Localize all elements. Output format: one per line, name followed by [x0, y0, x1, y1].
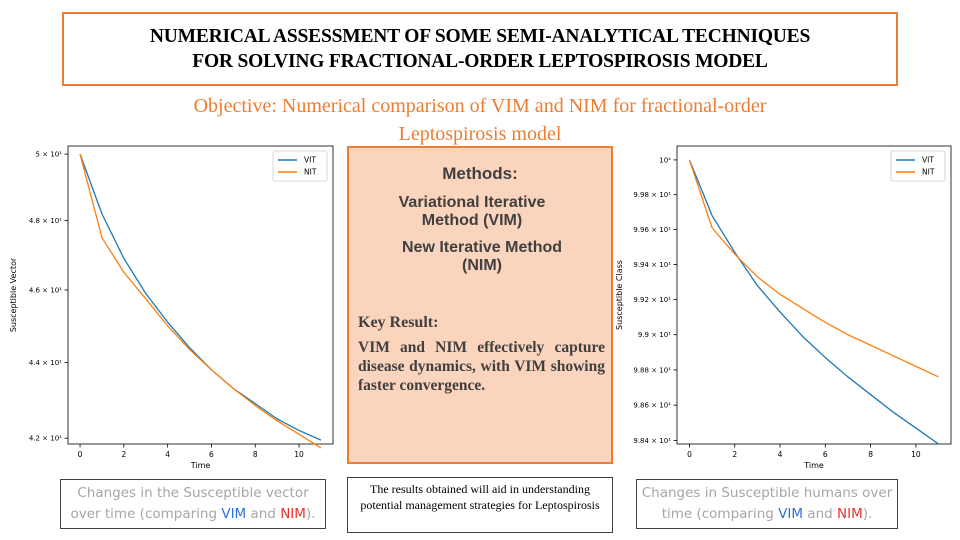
y-tick-label: 9.9 × 10¹: [638, 331, 671, 339]
series-line-nit: [79, 153, 322, 449]
left-caption-suffix: ).: [305, 506, 316, 522]
right-caption-vim: VIM: [778, 506, 804, 522]
objective-line-2: Leptospirosis model: [398, 123, 562, 145]
y-tick-label: 9.84 × 10¹: [633, 437, 671, 445]
right-caption-line-2: time (comparing VIM and NIM).: [637, 504, 897, 525]
legend-label-nit: NIT: [304, 168, 317, 177]
series-line-vit: [79, 153, 322, 441]
y-tick-label: 4.4 × 10¹: [29, 359, 62, 367]
x-tick-label: 2: [121, 450, 126, 459]
result-note: The results obtained will aid in underst…: [360, 482, 600, 512]
methods-heading: Methods:: [442, 164, 518, 183]
y-tick-label: 9.86 × 10¹: [633, 402, 671, 410]
method-vim-line-2: Method (VIM): [421, 212, 523, 229]
x-tick-label: 0: [78, 450, 83, 459]
methods-box: Methods: Variational Iterative Method (V…: [347, 146, 613, 464]
susceptible-vector-chart: 0 2 4 6 8 10 5 × 10¹ 4.8 × 10¹ 4.6 × 10¹ 4.4 × 10…: [9, 145, 334, 470]
x-axis-label: Time: [190, 461, 211, 470]
objective-line-1: Objective: Numerical comparison of VIM a…: [193, 95, 767, 117]
y-tick-label: 4.6 × 10¹: [29, 286, 62, 294]
left-chart-caption: Changes in the Susceptible vector over t…: [60, 479, 326, 529]
method-vim-line-1: Variational Iterative: [398, 194, 546, 211]
y-axis-label: Susceptible Class: [615, 260, 624, 330]
left-caption-nim: NIM: [280, 506, 306, 522]
y-tick-label: 9.88 × 10¹: [633, 366, 671, 374]
left-caption-and: and: [246, 506, 281, 522]
right-caption-suffix: ).: [862, 506, 873, 522]
result-note-box: The results obtained will aid in underst…: [347, 477, 613, 533]
key-result-heading: Key Result:: [358, 314, 439, 331]
key-result-text: VIM and NIM effectively capture disease …: [358, 339, 605, 394]
title-line-2: FOR SOLVING FRACTIONAL-ORDER LEPTOSPIROS…: [192, 51, 768, 72]
right-caption-and: and: [803, 506, 837, 522]
x-tick-label: 6: [823, 450, 828, 459]
y-tick-label: 9.96 × 10¹: [633, 226, 671, 234]
x-tick-label: 10: [294, 450, 304, 459]
y-tick-label: 9.94 × 10¹: [633, 261, 671, 269]
y-tick-label: 10²: [659, 156, 671, 164]
objective: Objective: Numerical comparison of VIM a…: [100, 92, 860, 148]
x-tick-label: 4: [165, 450, 170, 459]
susceptible-class-chart: 0 2 4 6 8 10 10² 9.98 × 10¹ 9.96 × 10¹ 9.94 × 10¹…: [615, 145, 952, 470]
legend-label-vit: VIT: [304, 156, 316, 165]
y-tick-label: 4.2 × 10¹: [29, 435, 62, 443]
x-tick-label: 6: [209, 450, 214, 459]
right-caption-prefix: time (comparing: [661, 506, 779, 522]
title-box: NUMERICAL ASSESSMENT OF SOME SEMI-ANALYT…: [62, 12, 898, 86]
method-vim: Variational Iterative Method (VIM): [387, 194, 557, 230]
y-tick-label: 9.92 × 10¹: [633, 296, 671, 304]
y-tick-label: 9.98 × 10¹: [633, 191, 671, 199]
legend-label-nit: NIT: [922, 168, 935, 177]
x-tick-label: 10: [911, 450, 921, 459]
legend-label-vit: VIT: [922, 156, 934, 165]
x-tick-label: 8: [868, 450, 873, 459]
series-line-nit: [688, 159, 939, 378]
right-caption-line-1: Changes in Susceptible humans over: [641, 485, 893, 501]
method-nim-line-1: New Iterative Method: [401, 239, 563, 256]
right-chart-caption: Changes in Susceptible humans over time …: [636, 479, 898, 529]
x-tick-label: 4: [778, 450, 783, 459]
x-tick-label: 2: [732, 450, 737, 459]
y-axis-label: Susceptible Vector: [9, 257, 18, 332]
plot-frame: [676, 145, 952, 445]
method-nim-line-2: (NIM): [462, 257, 502, 274]
left-caption-line-1: Changes in the Susceptible vector: [77, 485, 309, 501]
series-line-vit: [688, 159, 939, 445]
plot-frame: [67, 145, 334, 445]
x-axis-label: Time: [803, 461, 824, 470]
y-tick-label: 4.8 × 10¹: [29, 217, 62, 225]
method-nim: New Iterative Method (NIM): [387, 239, 577, 275]
right-caption-nim: NIM: [837, 506, 863, 522]
legend-box: [272, 150, 328, 182]
legend-box: [890, 150, 946, 182]
title-line-1: NUMERICAL ASSESSMENT OF SOME SEMI-ANALYT…: [149, 26, 811, 47]
x-tick-label: 0: [687, 450, 692, 459]
x-tick-label: 8: [253, 450, 258, 459]
y-tick-label: 5 × 10¹: [36, 151, 63, 159]
left-caption-vim: VIM: [221, 506, 247, 522]
left-caption-line-2: over time (comparing VIM and NIM).: [61, 504, 325, 525]
left-caption-prefix: over time (comparing: [70, 506, 222, 522]
